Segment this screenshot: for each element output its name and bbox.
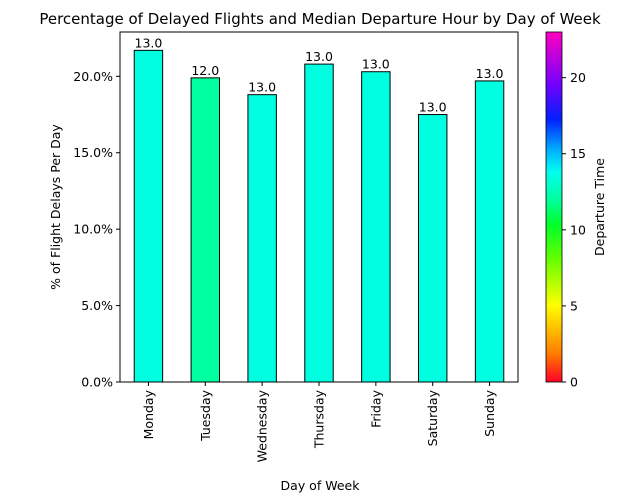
y-tick-label: 20.0%: [73, 69, 113, 84]
data-label-wednesday: 13.0: [248, 80, 276, 95]
y-axis: 0.0% 5.0% 10.0% 15.0% 20.0%: [73, 69, 120, 390]
colorbar-tick-label: 0: [570, 375, 578, 390]
y-axis-title: % of Flight Delays Per Day: [48, 124, 63, 290]
x-tick-label-sunday: Sunday: [482, 389, 497, 436]
data-label-tuesday: 12.0: [191, 63, 219, 78]
x-axis-title: Day of Week: [281, 478, 361, 493]
colorbar-tick-label: 15: [570, 146, 586, 161]
colorbar-title: Departure Time: [592, 158, 607, 256]
bar-friday: [361, 71, 391, 383]
x-axis: Monday Tuesday Wednesday Thursday Friday Satu…: [141, 382, 497, 462]
colorbar-gradient: [545, 31, 563, 383]
bars: [133, 49, 505, 383]
data-label-monday: 13.0: [135, 35, 163, 50]
data-label-friday: 13.0: [362, 57, 390, 72]
data-label-sunday: 13.0: [476, 66, 504, 81]
x-tick-label-monday: Monday: [141, 389, 156, 439]
y-tick-label: 5.0%: [81, 298, 113, 313]
chart-title: Percentage of Delayed Flights and Median…: [39, 10, 601, 28]
plot-area: 13.0 12.0 13.0 13.0 13.0 13.0 13.0 0.0% 5.0% 10.…: [73, 31, 519, 462]
x-tick-label-thursday: Thursday: [312, 389, 327, 449]
colorbar-tick-label: 10: [570, 222, 586, 237]
colorbar: 0 5 10 15 20 Departure Time: [545, 31, 607, 390]
data-label-saturday: 13.0: [419, 100, 447, 115]
bar-tuesday: [190, 77, 220, 383]
y-tick-label: 10.0%: [73, 222, 113, 237]
bar-sunday: [474, 80, 505, 383]
data-label-thursday: 13.0: [305, 49, 333, 64]
colorbar-ticks: 0 5 10 15 20: [562, 70, 586, 390]
x-tick-label-saturday: Saturday: [425, 389, 440, 446]
x-tick-label-wednesday: Wednesday: [255, 389, 270, 462]
colorbar-tick-label: 20: [570, 70, 586, 85]
y-tick-label: 0.0%: [81, 375, 113, 390]
x-tick-label-tuesday: Tuesday: [198, 389, 213, 441]
bar-monday: [133, 49, 164, 383]
bar-data-labels: 13.0 12.0 13.0 13.0 13.0 13.0 13.0: [135, 35, 504, 114]
x-tick-label-friday: Friday: [368, 389, 383, 427]
bar-thursday: [304, 63, 334, 383]
colorbar-tick-label: 5: [570, 298, 578, 313]
bar-wednesday: [247, 94, 277, 383]
y-tick-label: 15.0%: [73, 145, 113, 160]
bar-saturday: [418, 114, 448, 383]
